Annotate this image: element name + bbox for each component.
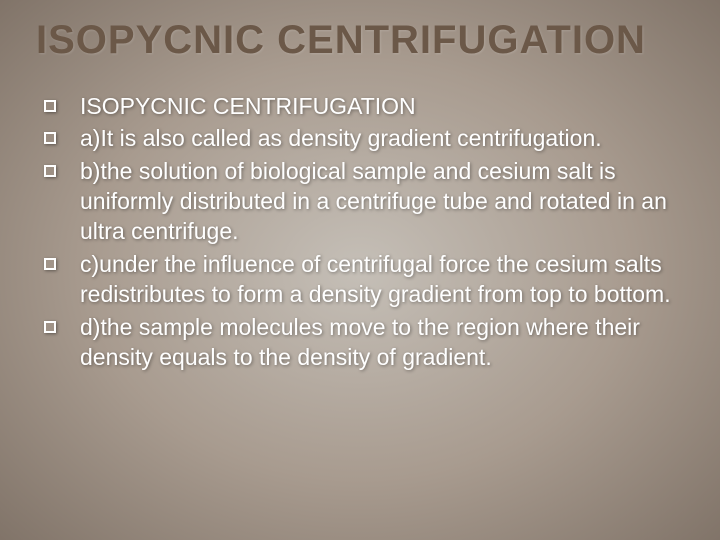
list-item: d)the sample molecules move to the regio… [44, 312, 684, 373]
list-item: b)the solution of biological sample and … [44, 156, 684, 247]
bullet-text: d)the sample molecules move to the regio… [80, 312, 684, 373]
square-bullet-icon [44, 258, 56, 270]
slide: ISOPYCNIC CENTRIFUGATION ISOPYCNIC CENTR… [0, 0, 720, 540]
list-item: a)It is also called as density gradient … [44, 123, 684, 153]
slide-title: ISOPYCNIC CENTRIFUGATION [36, 18, 684, 63]
slide-body: ISOPYCNIC CENTRIFUGATION a)It is also ca… [36, 91, 684, 372]
list-item: ISOPYCNIC CENTRIFUGATION [44, 91, 684, 121]
square-bullet-icon [44, 321, 56, 333]
bullet-text: ISOPYCNIC CENTRIFUGATION [80, 91, 684, 121]
bullet-text: c)under the influence of centrifugal for… [80, 249, 684, 310]
square-bullet-icon [44, 165, 56, 177]
list-item: c)under the influence of centrifugal for… [44, 249, 684, 310]
bullet-text: a)It is also called as density gradient … [80, 123, 684, 153]
bullet-text: b)the solution of biological sample and … [80, 156, 684, 247]
square-bullet-icon [44, 132, 56, 144]
square-bullet-icon [44, 100, 56, 112]
